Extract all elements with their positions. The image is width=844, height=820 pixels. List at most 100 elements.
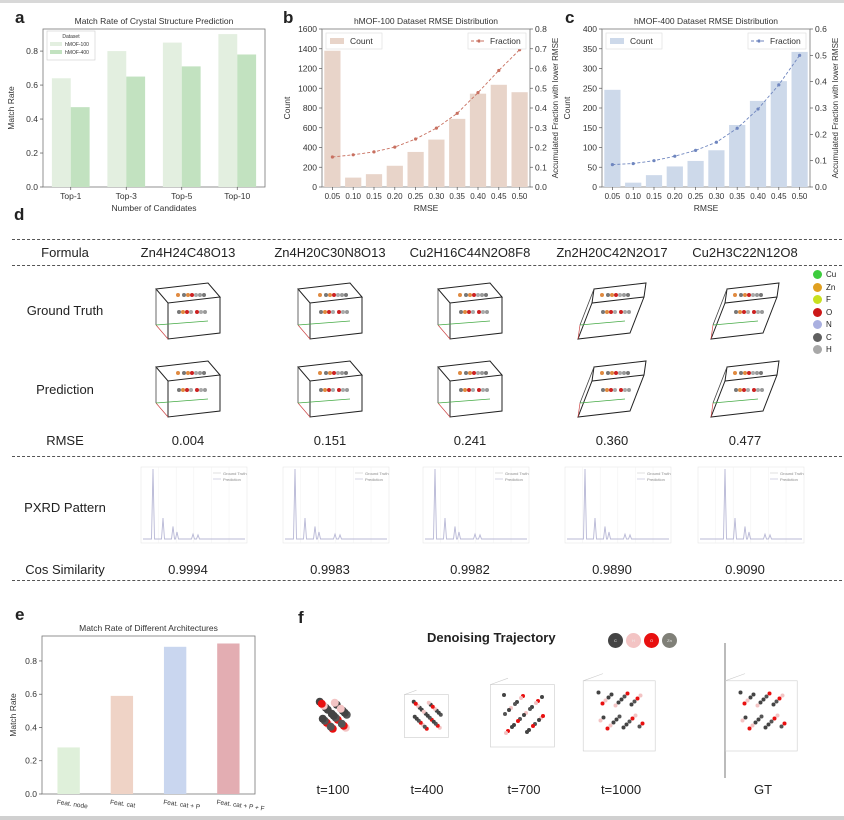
atom	[468, 371, 472, 375]
predicted-structure	[155, 360, 221, 418]
atom	[332, 371, 336, 375]
trajectory-step-label: GT	[753, 782, 773, 797]
fraction-point	[351, 153, 355, 157]
atom	[605, 388, 609, 392]
fraction-point	[756, 107, 760, 111]
x-tick-label: 0.05	[605, 192, 621, 201]
pxrd-curve	[285, 468, 387, 540]
atom	[635, 696, 640, 701]
bar-count	[645, 175, 663, 187]
atom	[746, 388, 750, 392]
denoising-title: Denoising Trajectory	[427, 630, 556, 645]
cell-edge	[155, 320, 209, 326]
cos-similarity-cell: 0.9982	[450, 562, 490, 577]
atom	[318, 293, 322, 297]
bar-architecture	[163, 646, 187, 794]
divider-bottom	[12, 580, 842, 581]
panel-letter-b: b	[283, 8, 294, 27]
cell-edge	[297, 324, 311, 340]
unit-cell-box	[403, 693, 449, 738]
atom	[203, 388, 207, 392]
atom	[513, 702, 517, 706]
element-legend-item: Zn	[813, 282, 835, 292]
atom	[203, 310, 207, 314]
cell-edge	[577, 324, 581, 340]
chart-c-hmof400-rmse: hMOF-400 Dataset RMSE Distribution 0 50 100…	[562, 16, 840, 212]
y-axis-label: Count	[282, 96, 292, 119]
atom	[331, 310, 335, 314]
legend-swatch	[50, 42, 62, 46]
x-tick-label: Feat. cat	[110, 799, 136, 809]
atom	[202, 371, 206, 375]
legend-count-swatch	[610, 38, 624, 44]
cos-similarity-cell: 0.9983	[310, 562, 350, 577]
x-axis-label: RMSE	[694, 203, 719, 212]
cos-similarity-cell: 0.9090	[725, 562, 765, 577]
atom	[640, 721, 645, 726]
legend-fraction-label: Fraction	[490, 36, 521, 46]
pxrd-curve	[567, 468, 669, 540]
atom	[633, 713, 638, 718]
atom	[324, 371, 328, 375]
atom	[605, 726, 610, 731]
x-tick-label: Top-1	[60, 191, 82, 201]
atom	[186, 371, 190, 375]
atom	[485, 388, 489, 392]
atom	[185, 310, 189, 314]
legend-fraction-box	[467, 32, 527, 50]
trajectory-step-label: t=400	[410, 782, 444, 797]
atom	[459, 388, 463, 392]
atom	[610, 371, 614, 375]
fraction-point	[497, 68, 501, 73]
atom	[189, 388, 193, 392]
bar-count	[428, 139, 445, 187]
bar-hmof-100	[218, 34, 238, 188]
atom	[195, 310, 199, 314]
bar-hmof-400	[70, 107, 90, 187]
ground-truth-structure	[437, 282, 503, 340]
element-legend-item: C	[813, 332, 832, 342]
pxrd-legend-label: Prediction	[647, 477, 665, 482]
element-label: O	[826, 307, 833, 317]
atom	[317, 699, 326, 708]
atom	[623, 310, 627, 314]
y2-tick-label: 0.4	[815, 77, 827, 87]
x-tick-label: 0.45	[771, 192, 787, 201]
atom	[177, 310, 181, 314]
atom	[503, 712, 507, 716]
atom	[182, 371, 186, 375]
cell-edge	[710, 402, 714, 418]
y-tick-label: 0.2	[26, 148, 38, 158]
atom	[763, 725, 768, 730]
cell-edge	[437, 402, 451, 418]
y2-tick-label: 0.6	[815, 24, 827, 34]
panel-letter-a: a	[15, 8, 25, 27]
bar-hmof-100	[51, 78, 71, 187]
atom	[341, 310, 345, 314]
y2-tick-label: 0.2	[815, 129, 827, 139]
atom	[534, 701, 538, 705]
atom	[458, 293, 462, 297]
y-tick-label: 600	[303, 123, 317, 133]
trajectory-structure	[490, 677, 555, 748]
atom	[760, 388, 764, 392]
atom	[485, 310, 489, 314]
atom	[185, 388, 189, 392]
x-tick-label: 0.10	[345, 192, 361, 201]
unit-cell-edge	[490, 677, 509, 685]
atom	[464, 293, 468, 297]
atom	[194, 293, 198, 297]
cell-edge	[710, 324, 714, 340]
legend-label: hMOF-400	[65, 50, 89, 56]
plot-frame	[42, 28, 266, 188]
atom	[341, 388, 345, 392]
atom	[738, 690, 743, 695]
chart-title: Match Rate of Different Architectures	[79, 623, 218, 633]
row-label-formula: Formula	[41, 245, 89, 260]
unit-cell-box	[490, 684, 555, 748]
cell-edge	[579, 366, 595, 404]
element-label: F	[826, 295, 831, 304]
atom	[630, 716, 635, 721]
